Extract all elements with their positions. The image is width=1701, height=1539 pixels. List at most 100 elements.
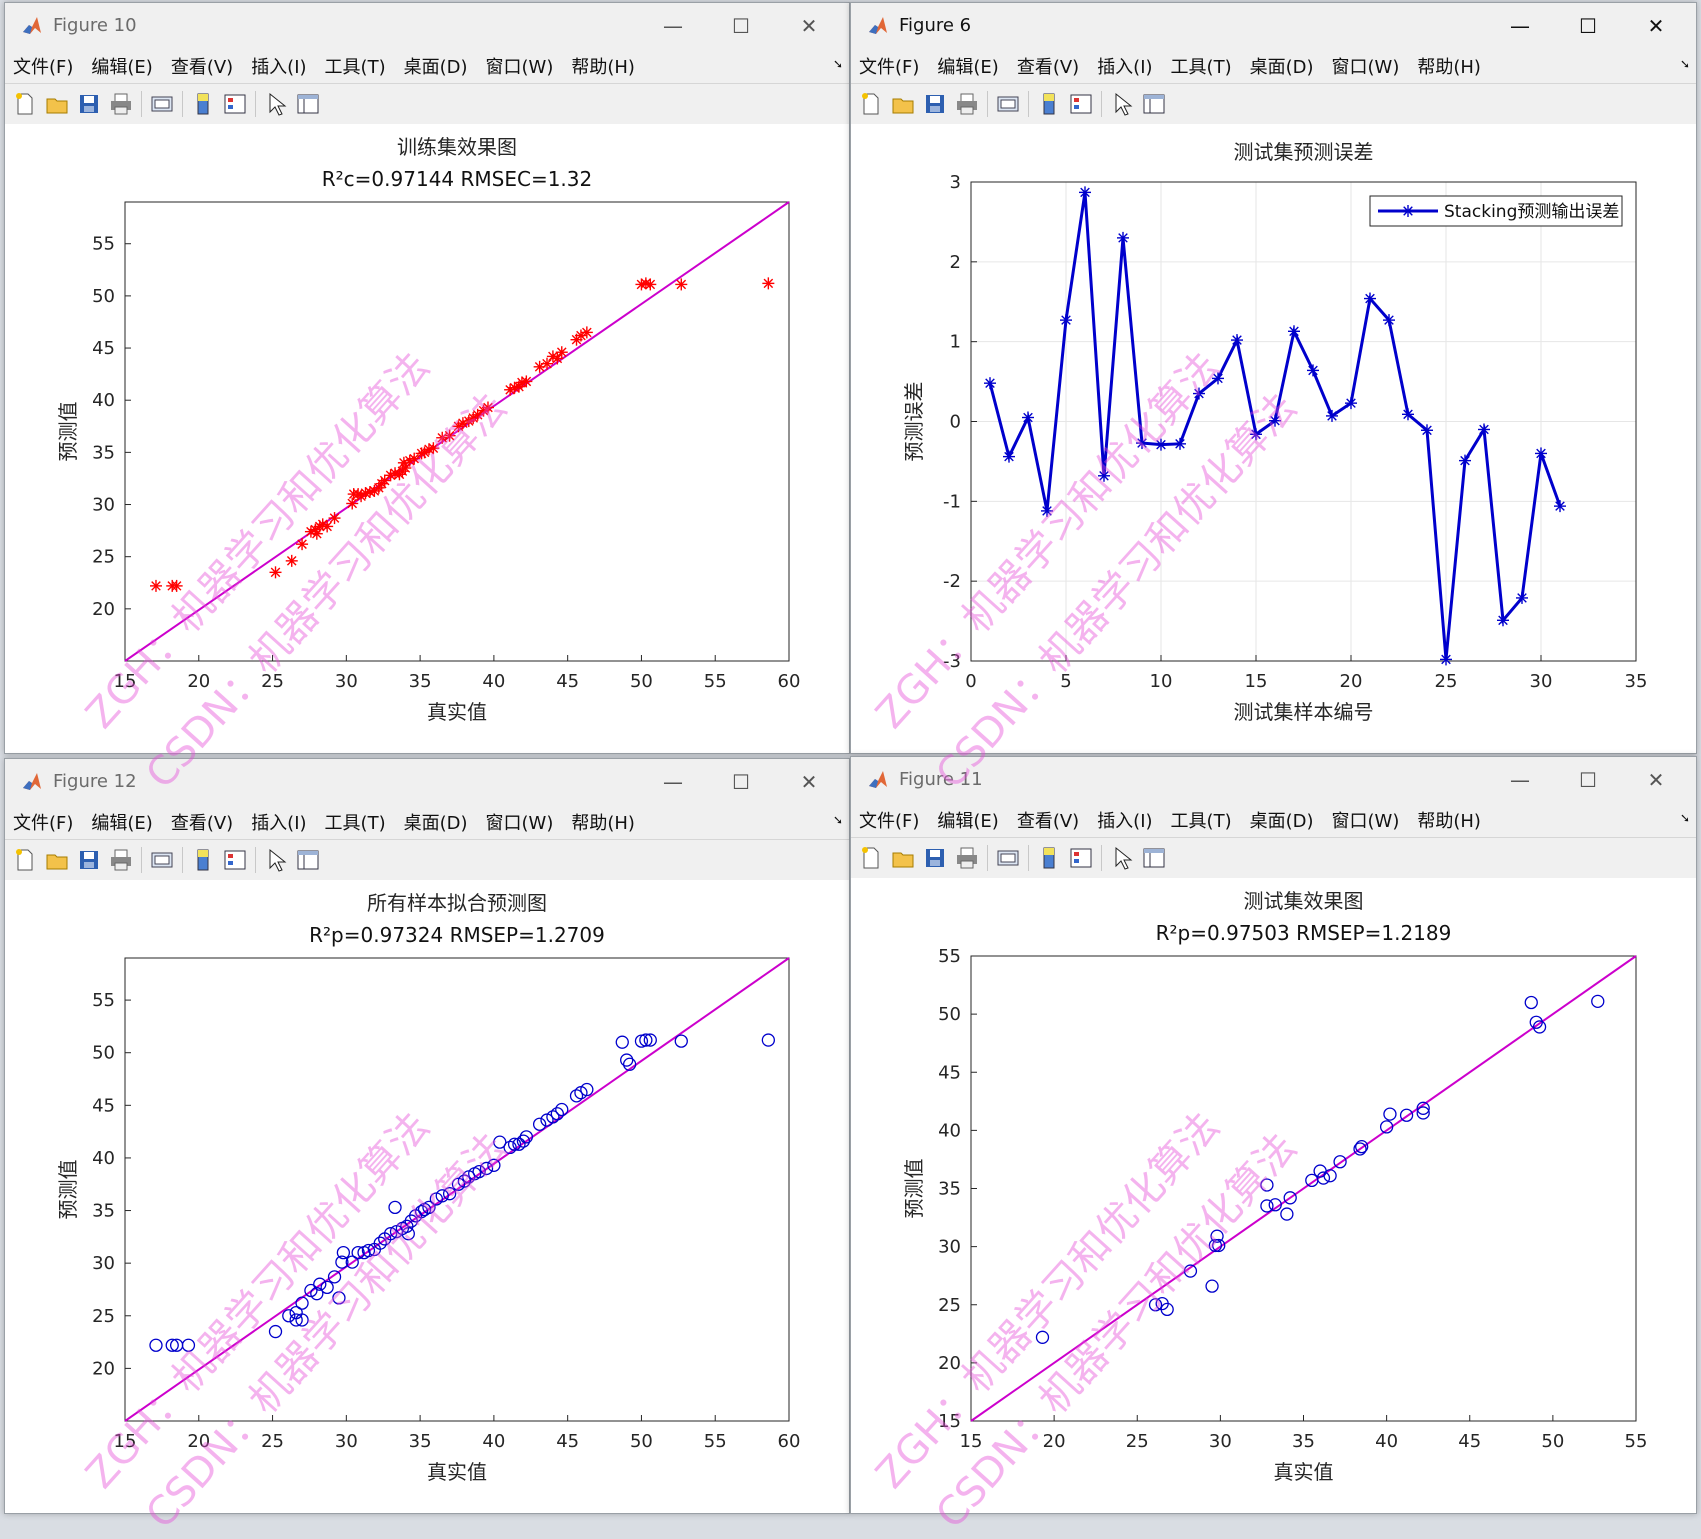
menu-tools[interactable]: 工具(T) — [324, 57, 386, 78]
menu-overflow-icon[interactable]: ➘ — [1679, 811, 1690, 825]
close-icon[interactable]: ✕ — [1647, 768, 1665, 792]
save-icon[interactable] — [77, 92, 101, 116]
menu-insert[interactable]: 插入(I) — [1097, 57, 1153, 78]
pointer-icon[interactable] — [264, 848, 288, 872]
pointer-icon[interactable] — [1110, 92, 1134, 116]
data-point — [1353, 1142, 1367, 1156]
save-icon[interactable] — [77, 848, 101, 872]
menu-tools[interactable]: 工具(T) — [1170, 811, 1232, 832]
legend-icon[interactable] — [1069, 92, 1093, 116]
menu-help[interactable]: 帮助(H) — [571, 57, 635, 78]
data-point — [1269, 414, 1281, 427]
link-plot-icon[interactable] — [996, 92, 1020, 116]
maximize-icon[interactable]: ☐ — [1579, 768, 1597, 792]
link-plot-icon[interactable] — [150, 92, 174, 116]
menu-overflow-icon[interactable]: ➘ — [832, 57, 843, 71]
menu-help[interactable]: 帮助(H) — [571, 813, 635, 834]
menu-insert[interactable]: 插入(I) — [251, 57, 307, 78]
minimize-icon[interactable]: — — [663, 14, 683, 38]
x-tick-label: 15 — [960, 1431, 983, 1452]
minimize-icon[interactable]: — — [1510, 768, 1530, 792]
data-point — [507, 1137, 522, 1151]
menu-help[interactable]: 帮助(H) — [1417, 57, 1481, 78]
maximize-icon[interactable]: ☐ — [732, 770, 750, 794]
new-figure-icon[interactable] — [859, 846, 883, 870]
maximize-icon[interactable]: ☐ — [1579, 14, 1597, 38]
minimize-icon[interactable]: — — [1510, 14, 1530, 38]
menu-file[interactable]: 文件(F) — [859, 57, 920, 78]
menu-window[interactable]: 窗口(W) — [1331, 811, 1400, 832]
menu-desktop[interactable]: 桌面(D) — [403, 57, 468, 78]
colorbar-icon[interactable] — [191, 92, 215, 116]
save-icon[interactable] — [923, 846, 947, 870]
menu-insert[interactable]: 插入(I) — [251, 813, 307, 834]
property-inspector-icon[interactable] — [1142, 92, 1166, 116]
marker-stroke — [1251, 429, 1261, 440]
menu-window[interactable]: 窗口(W) — [485, 813, 554, 834]
legend-icon[interactable] — [223, 848, 247, 872]
colorbar-icon[interactable] — [191, 848, 215, 872]
colorbar-icon[interactable] — [1037, 92, 1061, 116]
pointer-icon[interactable] — [1110, 846, 1134, 870]
legend-icon[interactable] — [223, 92, 247, 116]
title-bar[interactable]: Figure 10 — ☐ ✕ — [5, 3, 849, 49]
menu-tools[interactable]: 工具(T) — [324, 813, 386, 834]
menu-file[interactable]: 文件(F) — [13, 813, 74, 834]
open-file-icon[interactable] — [891, 846, 915, 870]
menu-view[interactable]: 查看(V) — [1016, 57, 1080, 78]
menu-edit[interactable]: 编辑(E) — [91, 813, 153, 834]
legend-icon[interactable] — [1069, 846, 1093, 870]
data-point — [1497, 614, 1509, 627]
menu-edit[interactable]: 编辑(E) — [937, 811, 999, 832]
close-icon[interactable]: ✕ — [800, 770, 818, 794]
menu-overflow-icon[interactable]: ➘ — [1679, 57, 1690, 71]
print-icon[interactable] — [109, 92, 133, 116]
save-icon[interactable] — [923, 92, 947, 116]
open-file-icon[interactable] — [891, 92, 915, 116]
data-point — [414, 1204, 429, 1219]
marker-stroke — [641, 278, 651, 289]
matlab-logo-icon — [869, 17, 887, 34]
marker-stroke — [1498, 615, 1508, 626]
link-plot-icon[interactable] — [150, 848, 174, 872]
menu-desktop[interactable]: 桌面(D) — [1249, 57, 1314, 78]
title-bar[interactable]: Figure 6 — ☐ ✕ — [851, 3, 1696, 49]
property-inspector-icon[interactable] — [296, 848, 320, 872]
property-inspector-icon[interactable] — [1142, 846, 1166, 870]
property-inspector-icon[interactable] — [296, 92, 320, 116]
marker-stroke — [390, 468, 400, 479]
menu-view[interactable]: 查看(V) — [170, 813, 234, 834]
pointer-icon[interactable] — [264, 92, 288, 116]
menu-window[interactable]: 窗口(W) — [485, 57, 554, 78]
print-icon[interactable] — [109, 848, 133, 872]
maximize-icon[interactable]: ☐ — [732, 14, 750, 38]
menu-help[interactable]: 帮助(H) — [1417, 811, 1481, 832]
menu-desktop[interactable]: 桌面(D) — [1249, 811, 1314, 832]
menu-overflow-icon[interactable]: ➘ — [832, 813, 843, 827]
menu-edit[interactable]: 编辑(E) — [91, 57, 153, 78]
data-point — [443, 429, 456, 442]
menu-view[interactable]: 查看(V) — [170, 57, 234, 78]
menu-insert[interactable]: 插入(I) — [1097, 811, 1153, 832]
colorbar-icon[interactable] — [1037, 846, 1061, 870]
open-file-icon[interactable] — [45, 92, 69, 116]
minimize-icon[interactable]: — — [663, 770, 683, 794]
menu-window[interactable]: 窗口(W) — [1331, 57, 1400, 78]
close-icon[interactable]: ✕ — [1647, 14, 1665, 38]
title-bar[interactable]: Figure 12 — ☐ ✕ — [5, 759, 849, 805]
new-figure-icon[interactable] — [13, 848, 37, 872]
menu-tools[interactable]: 工具(T) — [1170, 57, 1232, 78]
new-figure-icon[interactable] — [13, 92, 37, 116]
menu-file[interactable]: 文件(F) — [13, 57, 74, 78]
menu-edit[interactable]: 编辑(E) — [937, 57, 999, 78]
link-plot-icon[interactable] — [996, 846, 1020, 870]
title-bar[interactable]: Figure 11 — ☐ ✕ — [851, 757, 1696, 803]
open-file-icon[interactable] — [45, 848, 69, 872]
print-icon[interactable] — [955, 846, 979, 870]
print-icon[interactable] — [955, 92, 979, 116]
menu-view[interactable]: 查看(V) — [1016, 811, 1080, 832]
menu-desktop[interactable]: 桌面(D) — [403, 813, 468, 834]
close-icon[interactable]: ✕ — [800, 14, 818, 38]
menu-file[interactable]: 文件(F) — [859, 811, 920, 832]
new-figure-icon[interactable] — [859, 92, 883, 116]
